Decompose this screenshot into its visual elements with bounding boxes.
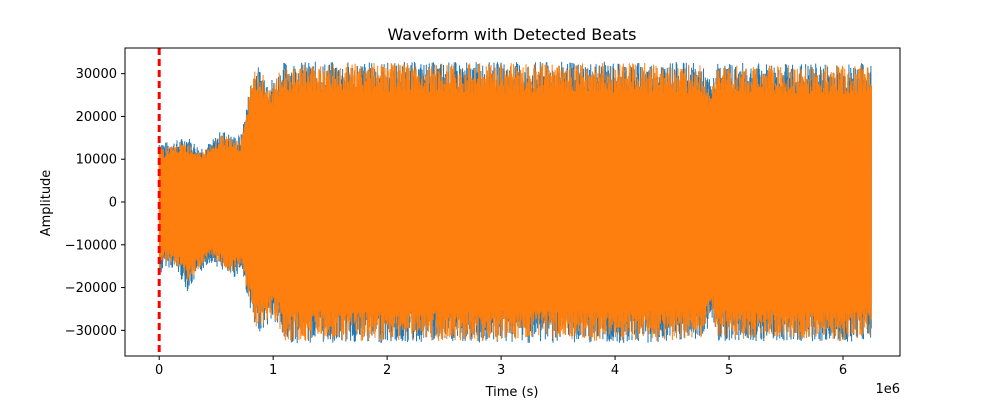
x-tick-label: 0 (155, 363, 163, 378)
y-tick-label: −10000 (65, 238, 117, 253)
y-tick-label: 10000 (76, 153, 117, 168)
x-axis-offset-label: 1e6 (875, 382, 900, 397)
x-tick-label: 6 (839, 363, 847, 378)
waveform-series-2 (158, 63, 873, 342)
x-tick-label: 4 (611, 363, 619, 378)
x-tick-label: 3 (497, 363, 505, 378)
y-tick-label: 0 (109, 196, 117, 211)
y-tick-label: −20000 (65, 281, 117, 296)
series-layer (158, 61, 873, 344)
x-tick-label: 1 (269, 363, 277, 378)
x-tick-label: 5 (725, 363, 733, 378)
y-tick-label: 20000 (76, 110, 117, 125)
x-axis-label: Time (s) (485, 385, 539, 400)
chart-title: Waveform with Detected Beats (387, 25, 636, 44)
y-tick-label: −30000 (65, 324, 117, 339)
y-axis-ticks: −30000 −20000 −10000 0 10000 20000 30000 (65, 67, 125, 339)
y-axis-label: Amplitude (39, 170, 54, 237)
y-tick-label: 30000 (76, 67, 117, 82)
x-axis-ticks: 0 1 2 3 4 5 6 (155, 356, 847, 378)
x-tick-label: 2 (383, 363, 391, 378)
